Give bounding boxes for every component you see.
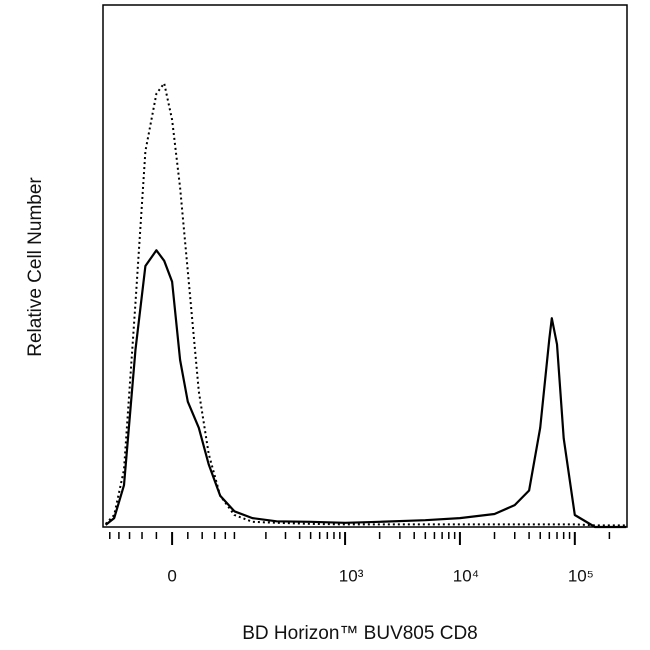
x-tick-label: 10⁵	[568, 566, 594, 585]
plot-frame	[102, 4, 628, 528]
histogram-line	[105, 249, 627, 529]
x-tick-label: 10⁴	[453, 566, 479, 585]
x-tick-label: 0	[167, 566, 176, 585]
histogram-line	[104, 82, 627, 527]
x-axis-label: BD Horizon™ BUV805 CD8	[242, 623, 477, 644]
x-tick-label: 10³	[339, 566, 364, 585]
y-axis-label: Relative Cell Number	[25, 177, 46, 357]
